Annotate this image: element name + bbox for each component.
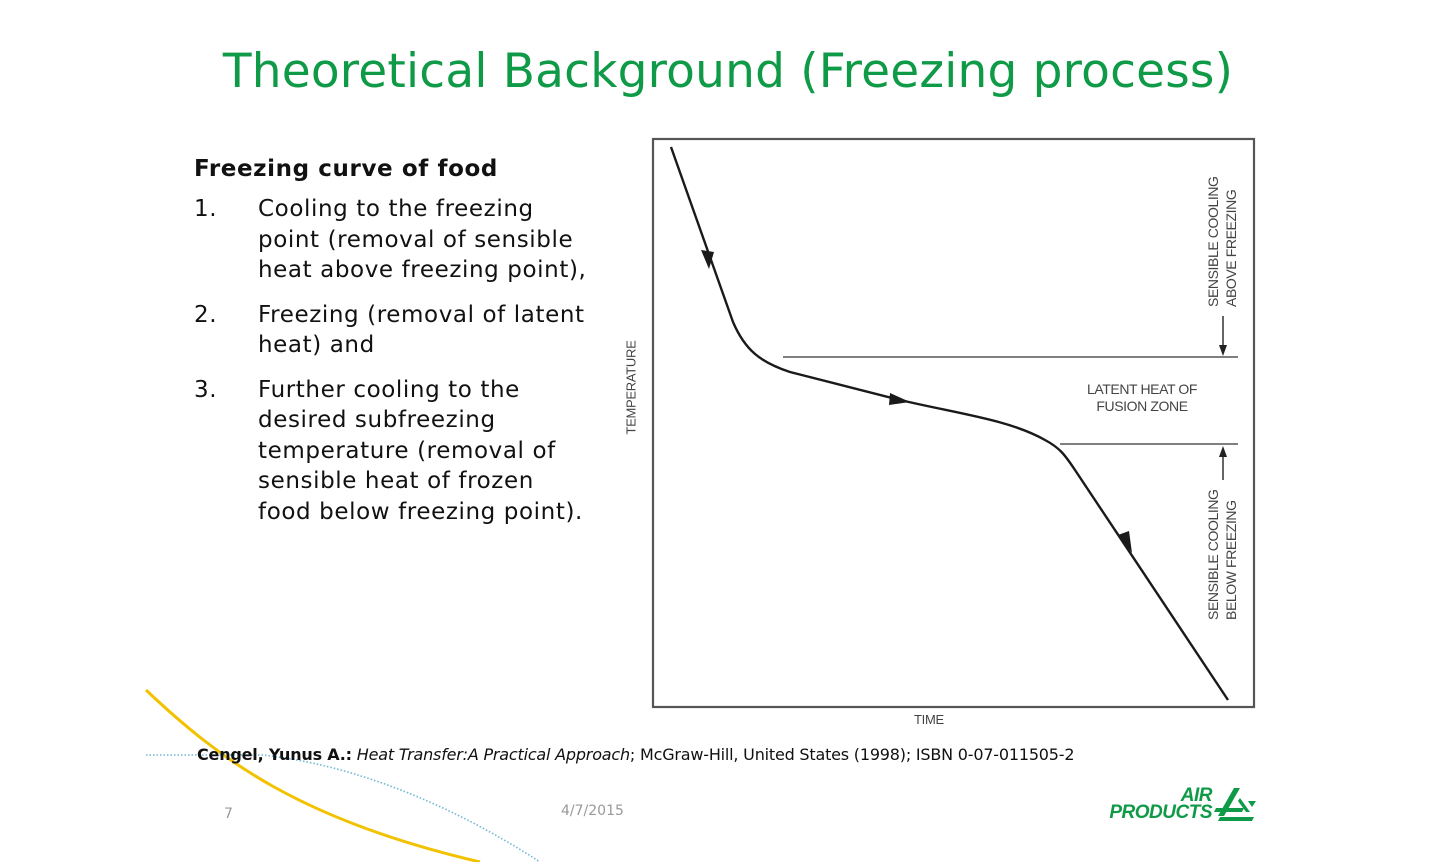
air-products-mark-icon [1214,788,1256,821]
yellow-swoosh-curve [144,688,481,862]
page-number: 7 [224,806,233,822]
temperature-curve [669,146,1229,701]
curve-arrow-icon [1118,531,1132,553]
air-products-logo: AIR PRODUCTS [1100,786,1260,826]
logo-line-air: AIR [1180,785,1213,806]
citation-book-title: Heat Transfer:A Practical Approach [356,745,630,764]
down-arrow-icon [1219,345,1227,356]
subheading: Freezing curve of food [194,156,498,182]
citation-details: ; McGraw-Hill, United States (1998); ISB… [629,745,1075,764]
up-arrow-icon [1219,446,1227,457]
list-number: 1. [194,196,218,222]
list-text: Cooling to the freezing point (removal o… [258,196,587,283]
diagram-frame [651,137,1256,709]
list-item: 2. Freezing (removal of latent heat) and [194,300,614,361]
list-number: 2. [194,301,218,328]
list-text: Freezing (removal of latent heat) and [258,301,585,359]
curve-arrow-icon [889,393,910,405]
curve-arrow-icon [701,250,714,269]
list-item: 3. Further cooling to the desired subfre… [194,375,614,528]
citation-author: Cengel, Yunus A.: [197,745,352,764]
list-number: 3. [194,376,218,403]
list-item: 1. Cooling to the freezing point (remova… [194,194,614,286]
blue-dotted-line [146,754,541,862]
content-text-block: Freezing curve of food 1. Cooling to the… [194,156,614,541]
slide-date: 4/7/2015 [561,803,624,819]
slide-title: Theoretical Background (Freezing process… [222,44,1234,99]
citation: Cengel, Yunus A.: Heat Transfer:A Practi… [197,745,1075,764]
logo-line-products: PRODUCTS [1109,802,1212,823]
list-text: Further cooling to the desired subfreezi… [258,376,583,525]
